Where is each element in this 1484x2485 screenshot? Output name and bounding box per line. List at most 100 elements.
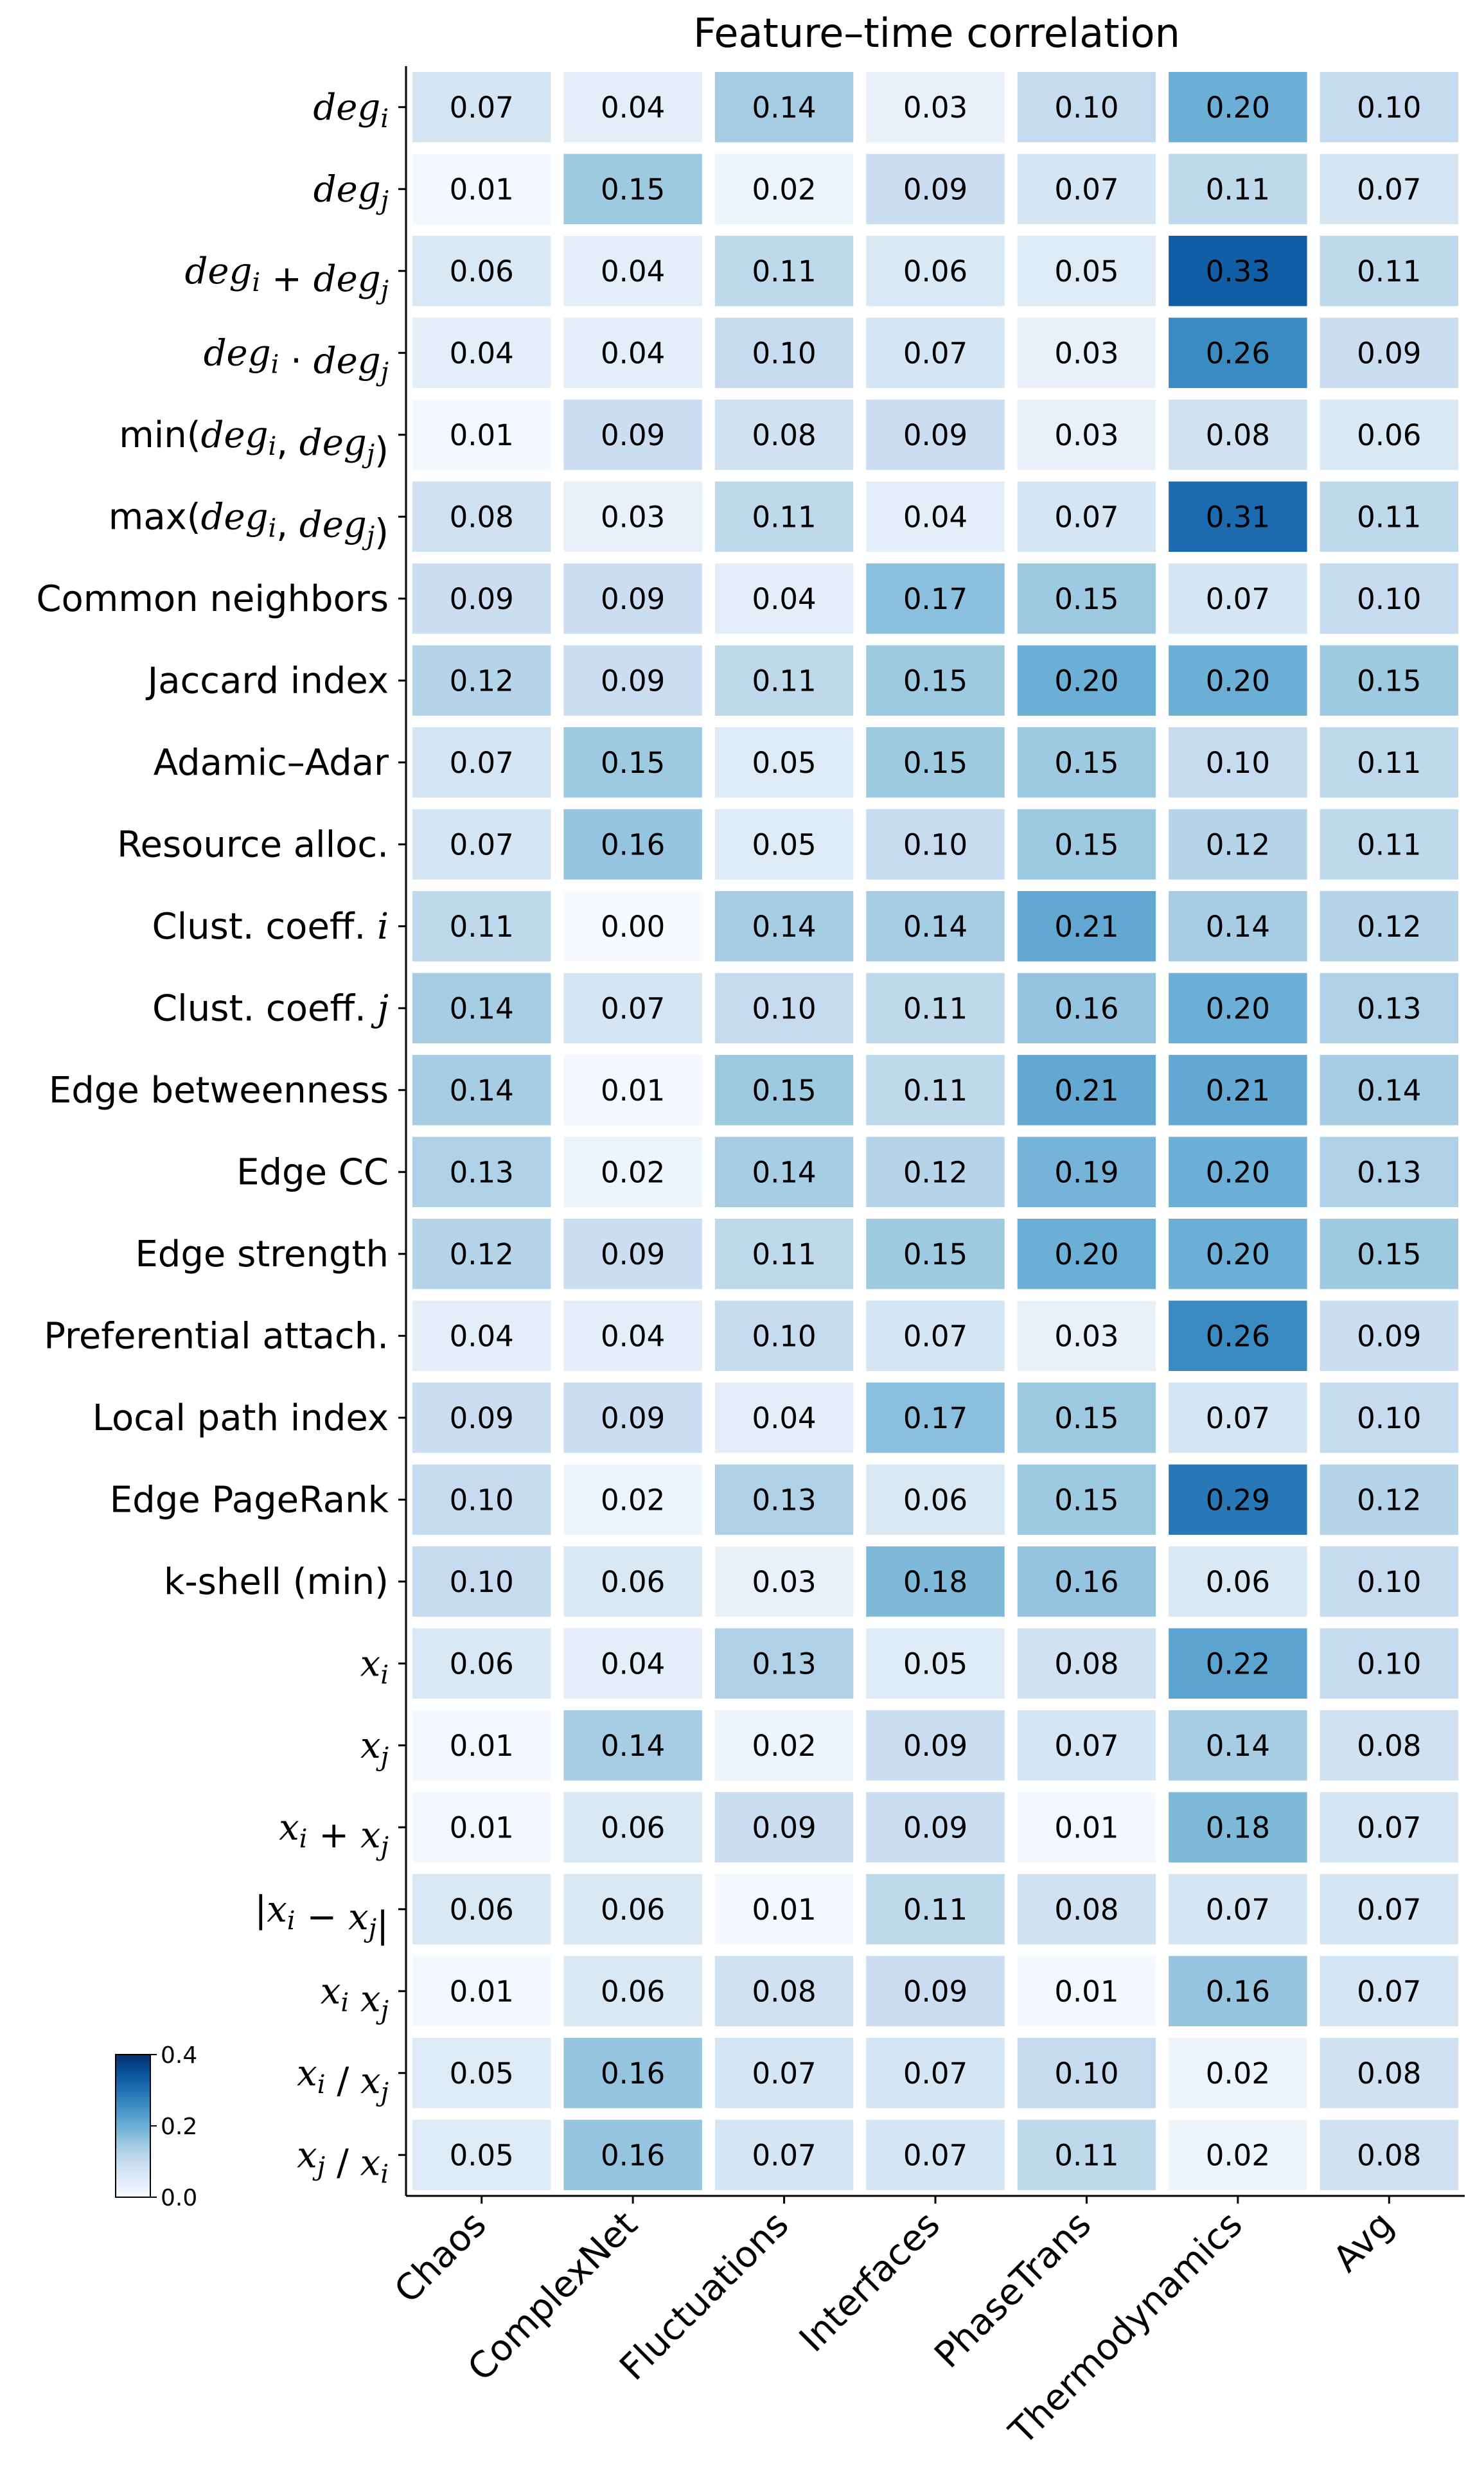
heatmap-cell	[714, 2119, 854, 2190]
cell-value-label: 0.07	[1206, 1893, 1270, 1927]
cell-value-label: 0.20	[1206, 991, 1270, 1025]
heatmap-cell	[1017, 2038, 1156, 2109]
cell-value-label: 0.14	[752, 1155, 816, 1189]
cell-value-label: 0.20	[1054, 1237, 1118, 1271]
heatmap-cell	[1320, 1300, 1458, 1371]
heatmap-cell	[1320, 481, 1458, 552]
heatmap-cell	[714, 1219, 854, 1289]
cell-value-label: 0.01	[450, 1974, 514, 2008]
heatmap-cell	[1017, 1792, 1156, 1862]
heatmap-cell	[412, 317, 551, 388]
heatmap-cell	[1169, 481, 1307, 552]
heatmap-cell	[866, 2119, 1005, 2190]
heatmap-cell	[1169, 809, 1307, 880]
cell-value-label: 0.10	[1357, 1565, 1421, 1599]
row-label: Resource alloc.	[117, 824, 389, 865]
cell-value-label: 0.10	[903, 827, 967, 862]
cell-value-label: 0.07	[450, 746, 514, 780]
heatmap-cell	[714, 1300, 854, 1371]
cell-value-label: 0.09	[903, 1974, 967, 2008]
heatmap-cell	[1017, 809, 1156, 880]
cell-value-label: 0.11	[903, 1074, 967, 1108]
heatmap-cell	[1017, 1464, 1156, 1535]
heatmap-cell	[714, 973, 854, 1043]
cell-value-label: 0.14	[752, 91, 816, 125]
cell-value-label: 0.07	[450, 91, 514, 125]
cell-value-label: 0.02	[752, 172, 816, 206]
row-label: Jaccard index	[146, 660, 389, 702]
cell-value-label: 0.07	[903, 2138, 967, 2172]
heatmap-cell	[563, 72, 702, 143]
heatmap-cell	[412, 727, 551, 798]
cell-value-label: 0.26	[1206, 336, 1270, 370]
heatmap-cell	[412, 891, 551, 962]
cell-value-label: 0.04	[601, 91, 665, 125]
heatmap-cell	[1169, 727, 1307, 798]
cell-value-label: 0.11	[1357, 500, 1421, 534]
cell-value-label: 0.06	[450, 1647, 514, 1681]
heatmap-cell	[412, 645, 551, 716]
heatmap-cell	[866, 1383, 1005, 1453]
cell-value-label: 0.07	[903, 336, 967, 370]
heatmap-cell	[1169, 154, 1307, 224]
heatmap-cell	[866, 400, 1005, 470]
heatmap-cell	[1169, 2119, 1307, 2190]
heatmap-cell	[1017, 563, 1156, 634]
cell-value-label: 0.13	[752, 1647, 816, 1681]
cell-value-label: 0.14	[1357, 1074, 1421, 1108]
heatmap-cell	[563, 645, 702, 716]
cell-value-label: 0.03	[1054, 418, 1118, 452]
heatmap-cell	[563, 1219, 702, 1289]
cell-value-label: 0.06	[601, 1810, 665, 1844]
heatmap-cell	[866, 891, 1005, 962]
row-labels: degi degj degi + degj degi · degj min(degi, …	[36, 87, 389, 2189]
heatmap-cell	[866, 2038, 1005, 2109]
cell-value-label: 0.13	[1357, 1155, 1421, 1189]
cell-value-label: 0.04	[601, 336, 665, 370]
heatmap-cell	[1017, 645, 1156, 716]
cell-value-label: 0.10	[752, 336, 816, 370]
chart-title: Feature–time correlation	[693, 10, 1180, 57]
heatmap-cell	[1320, 1383, 1458, 1453]
heatmap-cell	[412, 1219, 551, 1289]
heatmap-cell	[1320, 1628, 1458, 1699]
cell-value-label: 0.09	[903, 1729, 967, 1763]
heatmap-cell	[866, 1300, 1005, 1371]
heatmap-cell	[1017, 1136, 1156, 1207]
cell-value-label: 0.11	[903, 1893, 967, 1927]
row-label: xj	[360, 1725, 389, 1772]
heatmap-cell	[412, 481, 551, 552]
heatmap-cell	[412, 400, 551, 470]
cell-value-label: 0.09	[903, 172, 967, 206]
cell-value-label: 0.15	[903, 746, 967, 780]
cell-value-label: 0.07	[1206, 1401, 1270, 1435]
heatmap-cell	[1169, 317, 1307, 388]
row-label: Clust. coeff. j	[152, 987, 389, 1029]
heatmap-cell	[563, 973, 702, 1043]
cell-value-label: 0.31	[1206, 500, 1270, 534]
cell-value-label: 0.08	[1357, 2056, 1421, 2091]
heatmap-cell	[563, 1792, 702, 1862]
heatmap-cell	[1169, 1710, 1307, 1781]
cell-value-label: 0.09	[450, 582, 514, 616]
heatmap-cell	[866, 1874, 1005, 1945]
cell-value-label: 0.10	[1357, 582, 1421, 616]
cell-value-label: 0.10	[752, 991, 816, 1025]
cell-value-label: 0.15	[903, 1237, 967, 1271]
cell-value-label: 0.16	[601, 2138, 665, 2172]
heatmap-cell	[412, 1136, 551, 1207]
cell-value-label: 0.13	[752, 1483, 816, 1517]
cell-value-label: 0.08	[752, 418, 816, 452]
heatmap-cell	[1017, 1219, 1156, 1289]
heatmap-cell	[1017, 400, 1156, 470]
heatmap-cell	[714, 645, 854, 716]
cell-value-label: 0.09	[1357, 336, 1421, 370]
cell-value-label: 0.04	[601, 1647, 665, 1681]
heatmap-cell	[412, 973, 551, 1043]
row-label: Local path index	[93, 1397, 389, 1439]
cell-value-label: 0.07	[1357, 1893, 1421, 1927]
cell-value-label: 0.02	[601, 1155, 665, 1189]
cell-value-label: 0.20	[1206, 1155, 1270, 1189]
cell-value-label: 0.11	[450, 910, 514, 944]
heatmap-cell	[866, 154, 1005, 224]
